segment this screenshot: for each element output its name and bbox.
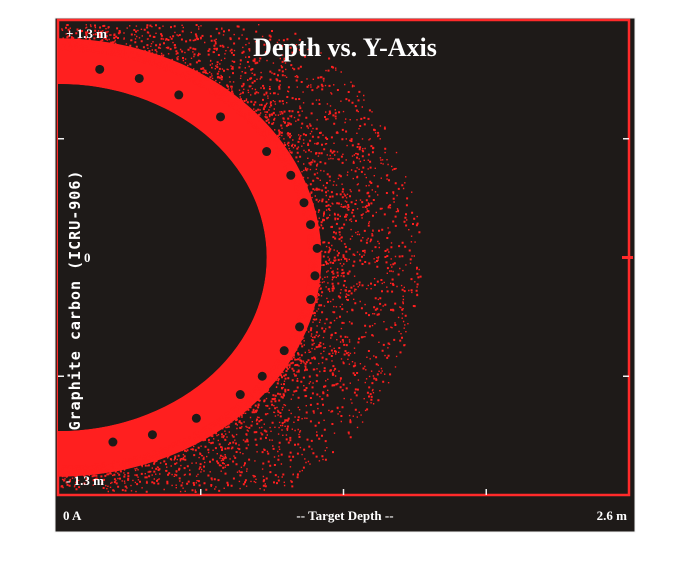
y-tick-label-zero: 0 [84, 250, 91, 265]
marker-dot-12 [279, 346, 289, 356]
y-tick-label-top: + 1.3 m [66, 26, 107, 41]
marker-dot-14 [235, 390, 245, 400]
marker-dot-16 [147, 430, 157, 440]
marker-dot-5 [286, 170, 296, 180]
marker-dot-9 [310, 271, 320, 281]
y-axis-label: Graphite carbon (ICRU-906) [66, 170, 84, 431]
marker-dot-17 [108, 437, 118, 447]
marker-dot-10 [306, 295, 316, 305]
marker-dot-0 [95, 64, 105, 74]
marker-dot-11 [295, 322, 305, 332]
x-tick-label-start: 0 A [63, 508, 82, 523]
x-tick-label-end: 2.6 m [597, 508, 628, 523]
y-tick-label-bottom: - 1.3 m [66, 473, 104, 488]
marker-dot-2 [174, 90, 184, 100]
marker-dot-1 [134, 73, 144, 83]
x-axis-label: -- Target Depth -- [296, 508, 393, 523]
chart-title: Depth vs. Y-Axis [253, 33, 437, 62]
particle-cloud [58, 24, 422, 493]
axis-ticks [58, 138, 633, 495]
marker-dot-6 [299, 198, 309, 208]
marker-dot-15 [191, 413, 201, 423]
marker-dot-7 [306, 220, 316, 230]
marker-dot-8 [312, 243, 322, 253]
unpenetrated-core [58, 83, 267, 432]
marker-dot-3 [216, 112, 226, 122]
marker-dot-13 [257, 371, 267, 381]
outer-frame [54, 17, 636, 533]
marker-dot-4 [262, 147, 272, 157]
marker-dots [95, 64, 322, 447]
dense-shell-band [58, 38, 322, 477]
